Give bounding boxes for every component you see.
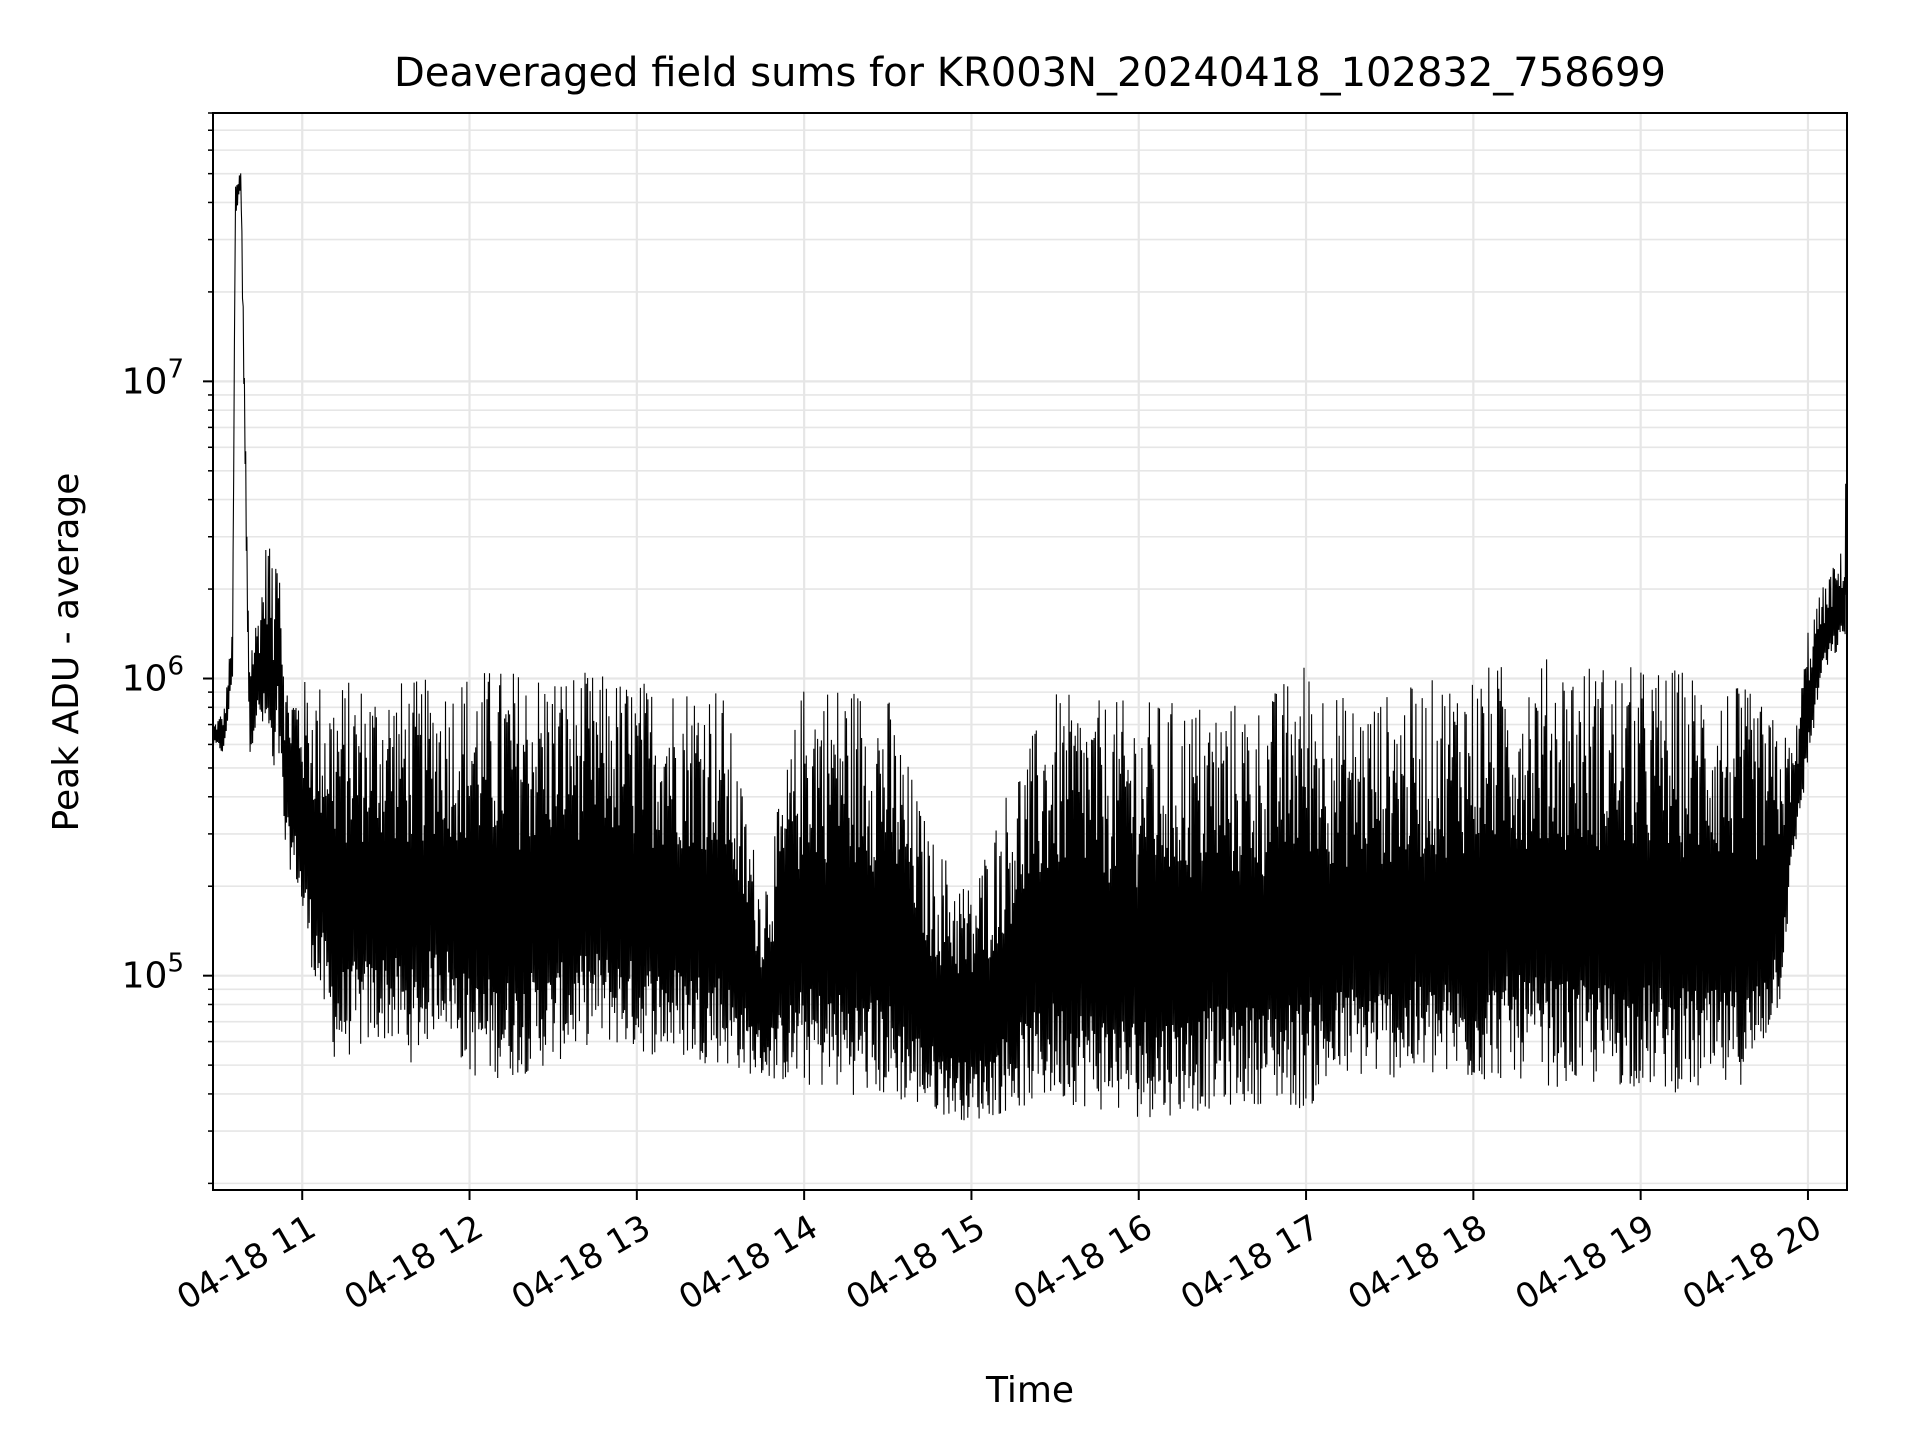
y-tick-label: 105 [122,949,184,997]
y-tick-label: 106 [122,652,184,700]
y-axis: 105 106 107 [122,112,213,1185]
x-axis-label: Time [985,1370,1074,1411]
chart-title: Deaveraged field sums for KR003N_2024041… [394,50,1666,96]
y-axis-label: Peak ADU - average [46,473,87,832]
series-line [213,173,1847,1121]
plot-frame [212,112,1848,1191]
y-tick-label: 107 [122,354,184,402]
plot-area [213,173,1847,1121]
